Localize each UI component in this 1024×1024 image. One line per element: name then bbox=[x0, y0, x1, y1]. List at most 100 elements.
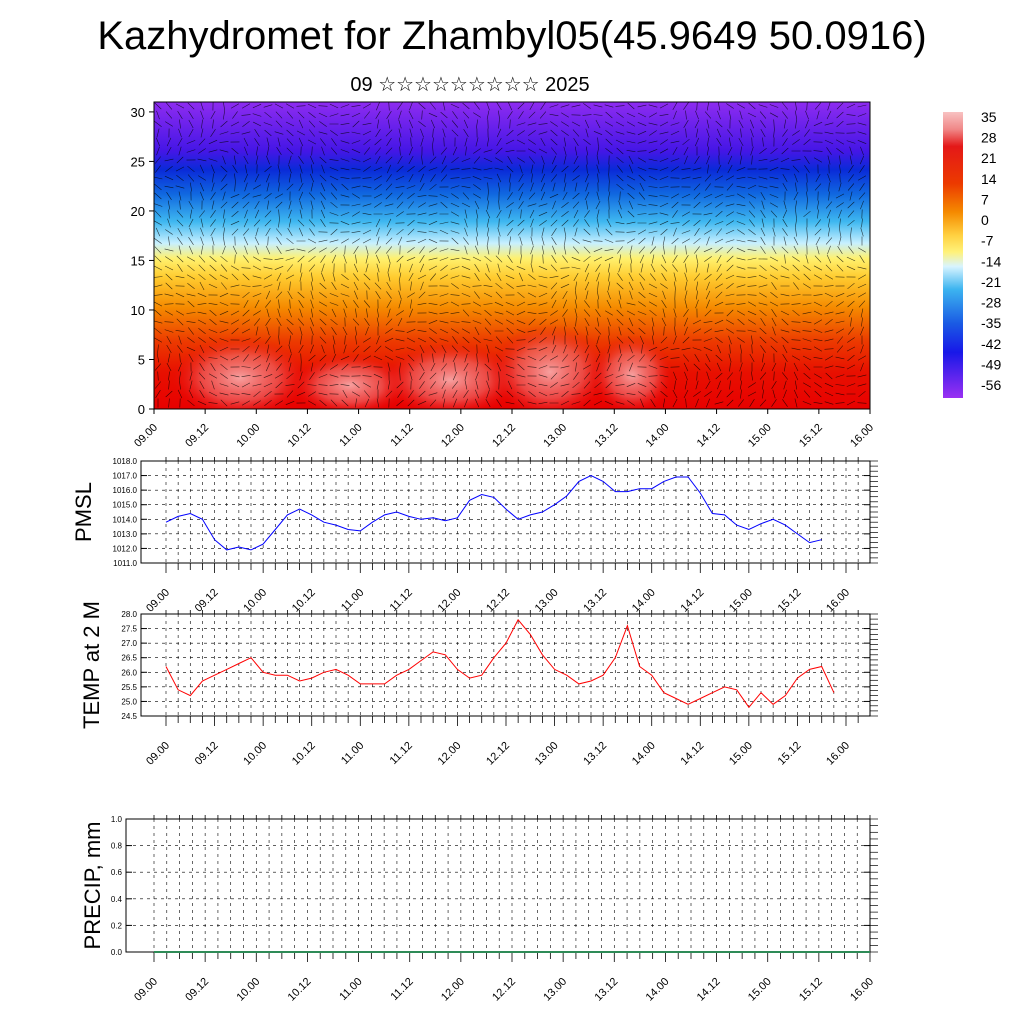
x-tick-label: 12.00 bbox=[439, 976, 467, 1004]
x-tick-label: 16.00 bbox=[824, 740, 852, 768]
x-tick-label: 11.12 bbox=[388, 976, 415, 1003]
x-tick-label: 12.12 bbox=[484, 587, 512, 615]
colorbar-label: 21 bbox=[981, 150, 997, 166]
x-tick-label: 13.12 bbox=[581, 740, 609, 768]
heatmap-x-tick-label: 11.00 bbox=[337, 422, 364, 449]
x-tick-label: 12.00 bbox=[436, 587, 464, 615]
heatmap-y-axis: 0 5 10 15 20 25 30 bbox=[131, 105, 154, 417]
heatmap-x-tick-label: 14.00 bbox=[644, 422, 672, 450]
y-tick-label: 24.5 bbox=[121, 712, 137, 721]
heatmap-x-tick-label: 12.00 bbox=[439, 422, 467, 450]
y-tick-label: 27.0 bbox=[121, 639, 137, 648]
x-tick-label: 15.00 bbox=[746, 976, 774, 1004]
colorbar-label: 0 bbox=[981, 212, 989, 228]
x-tick-label: 13.12 bbox=[592, 976, 620, 1004]
x-tick-label: 13.12 bbox=[581, 587, 609, 615]
heatmap-y-tick-label: 15 bbox=[131, 253, 145, 268]
heatmap-y-tick-label: 5 bbox=[138, 352, 145, 367]
page-subtitle: 09 ☆☆☆☆☆☆☆☆☆ 2025 bbox=[350, 74, 590, 96]
x-tick-label: 13.00 bbox=[541, 976, 569, 1004]
y-tick-label: 27.5 bbox=[121, 625, 137, 634]
heatmap-x-tick-label: 15.12 bbox=[797, 422, 825, 450]
colorbar-label: -7 bbox=[981, 233, 994, 249]
y-tick-label: 1013.0 bbox=[113, 530, 138, 539]
y-tick-label: 1016.0 bbox=[113, 486, 138, 495]
x-tick-label: 14.00 bbox=[630, 587, 658, 615]
y-axis-title: TEMP at 2 M bbox=[79, 601, 104, 729]
heatmap-x-tick-label: 14.12 bbox=[695, 422, 723, 450]
x-tick-label: 10.12 bbox=[286, 976, 314, 1004]
y-tick-label: 26.0 bbox=[121, 668, 137, 677]
x-tick-label: 10.12 bbox=[290, 740, 318, 768]
x-tick-label: 16.00 bbox=[824, 587, 852, 615]
x-tick-label: 15.12 bbox=[776, 587, 804, 615]
x-tick-label: 14.00 bbox=[630, 740, 658, 768]
x-tick-label: 14.12 bbox=[678, 740, 706, 768]
heatmap-y-tick-label: 25 bbox=[131, 154, 145, 169]
x-tick-label: 14.12 bbox=[695, 976, 723, 1004]
y-tick-label: 0.4 bbox=[111, 895, 123, 904]
x-tick-label: 09.12 bbox=[193, 740, 221, 768]
warm-core-3 bbox=[380, 342, 520, 409]
heatmap-x-tick-label: 15.00 bbox=[746, 422, 774, 450]
x-tick-label: 12.12 bbox=[490, 976, 518, 1004]
y-tick-label: 0.2 bbox=[111, 921, 123, 930]
x-tick-label: 14.12 bbox=[678, 587, 706, 615]
x-tick-label: 10.00 bbox=[241, 587, 269, 615]
warm-core-5 bbox=[590, 335, 674, 409]
heatmap-y-tick-label: 0 bbox=[138, 402, 145, 417]
x-tick-label: 11.00 bbox=[337, 976, 364, 1003]
colorbar-label: 14 bbox=[981, 171, 997, 187]
colorbar-label: -21 bbox=[981, 274, 1001, 290]
x-tick-label: 12.12 bbox=[484, 740, 512, 768]
colorbar-label: -42 bbox=[981, 336, 1001, 352]
colorbar-label: -28 bbox=[981, 295, 1001, 311]
y-tick-label: 1011.0 bbox=[113, 559, 137, 568]
x-tick-label: 09.00 bbox=[144, 740, 172, 768]
x-tick-label: 09.12 bbox=[193, 587, 221, 615]
y-tick-label: 1012.0 bbox=[113, 544, 138, 553]
page-title: Kazhydromet for Zhambyl05(45.9649 50.091… bbox=[97, 14, 927, 58]
heatmap-x-tick-label: 12.12 bbox=[490, 422, 518, 450]
heatmap-y-tick-label: 20 bbox=[131, 204, 145, 219]
x-tick-label: 15.00 bbox=[727, 740, 755, 768]
warm-core-1 bbox=[170, 336, 310, 409]
x-tick-label: 15.00 bbox=[727, 587, 755, 615]
y-tick-label: 0.6 bbox=[111, 868, 123, 877]
colorbar-label: 35 bbox=[981, 109, 997, 125]
y-tick-label: 1015.0 bbox=[113, 501, 138, 510]
y-tick-label: 0.8 bbox=[111, 842, 123, 851]
colorbar: 35 28 21 14 7 0 -7 -14 -21 -28 -35 -42 -49 -56 bbox=[943, 109, 1001, 398]
y-tick-label: 26.5 bbox=[121, 654, 137, 663]
heatmap-y-tick-label: 30 bbox=[131, 105, 145, 120]
x-tick-label: 12.00 bbox=[436, 740, 464, 768]
y-tick-label: 1014.0 bbox=[113, 515, 138, 524]
x-tick-label: 13.00 bbox=[533, 587, 561, 615]
x-tick-label: 11.12 bbox=[388, 740, 415, 767]
y-tick-label: 25.5 bbox=[121, 683, 137, 692]
y-tick-label: 1.0 bbox=[111, 815, 123, 824]
y-tick-label: 0.0 bbox=[111, 948, 123, 957]
warm-core-4 bbox=[490, 324, 610, 409]
y-tick-label: 1017.0 bbox=[113, 472, 138, 481]
heatmap-x-tick-label: 10.12 bbox=[286, 422, 314, 450]
heatmap-x-tick-label: 10.00 bbox=[234, 422, 262, 450]
heatmap-x-tick-label: 13.00 bbox=[541, 422, 569, 450]
colorbar-label: 7 bbox=[981, 191, 989, 207]
y-axis-title: PRECIP, mm bbox=[80, 822, 105, 950]
x-tick-label: 10.00 bbox=[241, 740, 269, 768]
colorbar-label: -35 bbox=[981, 315, 1001, 331]
temp-panel: 24.5 25.0 25.5 26.0 26.5 27.0 27.5 28.0 09.00 09.… bbox=[79, 601, 878, 768]
x-tick-label: 15.12 bbox=[797, 976, 825, 1004]
series-line bbox=[165, 618, 835, 709]
wind-vector-field bbox=[154, 102, 867, 408]
y-tick-label: 25.0 bbox=[121, 697, 137, 706]
x-tick-label: 10.12 bbox=[290, 587, 318, 615]
pmsl-panel: 1011.0 1012.0 1013.0 1014.0 1015.0 1016.0 1017… bbox=[71, 457, 878, 615]
heatmap-x-tick-label: 11.12 bbox=[388, 422, 415, 449]
heatmap-x-axis: 09.00 09.12 10.00 10.12 11.00 11.12 12.00 12.12… bbox=[132, 409, 876, 450]
colorbar-label: 28 bbox=[981, 130, 997, 146]
y-tick-label: 28.0 bbox=[121, 610, 137, 619]
panel-frame bbox=[125, 818, 871, 953]
